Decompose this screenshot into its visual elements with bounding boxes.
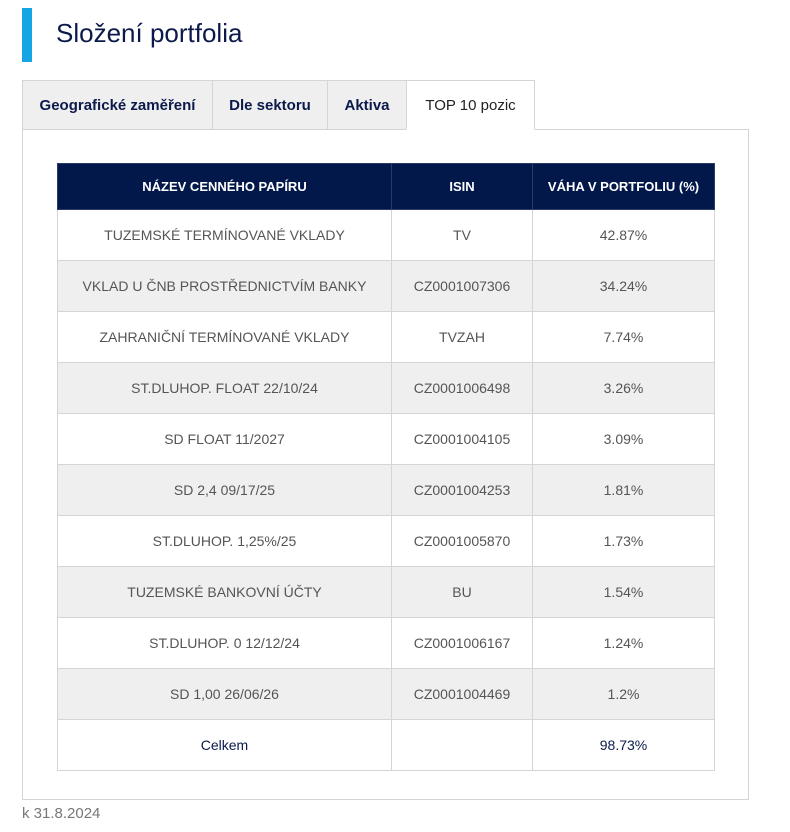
tab-assets[interactable]: Aktiva bbox=[327, 80, 406, 130]
total-name: Celkem bbox=[57, 719, 392, 771]
cell-weight: 3.26% bbox=[532, 362, 715, 414]
cell-isin: CZ0001006498 bbox=[391, 362, 533, 414]
tab-bar: Geografické zaměření Dle sektoru Aktiva … bbox=[22, 80, 535, 130]
cell-weight: 42.87% bbox=[532, 209, 715, 261]
cell-weight: 1.24% bbox=[532, 617, 715, 669]
cell-isin: CZ0001004253 bbox=[391, 464, 533, 516]
cell-name: VKLAD U ČNB PROSTŘEDNICTVÍM BANKY bbox=[57, 260, 392, 312]
cell-isin: BU bbox=[391, 566, 533, 618]
cell-name: ST.DLUHOP. 0 12/12/24 bbox=[57, 617, 392, 669]
cell-weight: 1.2% bbox=[532, 668, 715, 720]
as-of-date: k 31.8.2024 bbox=[22, 805, 101, 822]
total-isin bbox=[391, 719, 533, 771]
tab-panel bbox=[22, 129, 749, 800]
cell-name: SD 1,00 26/06/26 bbox=[57, 668, 392, 720]
table-row: ST.DLUHOP. 0 12/12/24 CZ0001006167 1.24% bbox=[57, 617, 715, 669]
cell-isin: CZ0001004469 bbox=[391, 668, 533, 720]
cell-weight: 34.24% bbox=[532, 260, 715, 312]
cell-name: TUZEMSKÉ TERMÍNOVANÉ VKLADY bbox=[57, 209, 392, 261]
header-weight: VÁHA V PORTFOLIU (%) bbox=[532, 163, 715, 210]
cell-name: ZAHRANIČNÍ TERMÍNOVANÉ VKLADY bbox=[57, 311, 392, 363]
table-row: ZAHRANIČNÍ TERMÍNOVANÉ VKLADY TVZAH 7.74% bbox=[57, 311, 715, 363]
cell-weight: 1.54% bbox=[532, 566, 715, 618]
tab-top10[interactable]: TOP 10 pozic bbox=[406, 80, 535, 130]
table-row: SD 2,4 09/17/25 CZ0001004253 1.81% bbox=[57, 464, 715, 516]
cell-isin: CZ0001006167 bbox=[391, 617, 533, 669]
title-accent-bar bbox=[22, 8, 32, 62]
total-weight: 98.73% bbox=[532, 719, 715, 771]
table-row: SD 1,00 26/06/26 CZ0001004469 1.2% bbox=[57, 668, 715, 720]
header-name: NÁZEV CENNÉHO PAPÍRU bbox=[57, 163, 392, 210]
cell-isin: CZ0001005870 bbox=[391, 515, 533, 567]
cell-name: ST.DLUHOP. 1,25%/25 bbox=[57, 515, 392, 567]
cell-weight: 1.81% bbox=[532, 464, 715, 516]
tab-sector[interactable]: Dle sektoru bbox=[212, 80, 327, 130]
table-row: ST.DLUHOP. 1,25%/25 CZ0001005870 1.73% bbox=[57, 515, 715, 567]
cell-weight: 1.73% bbox=[532, 515, 715, 567]
header-isin: ISIN bbox=[391, 163, 533, 210]
cell-isin: TVZAH bbox=[391, 311, 533, 363]
cell-name: SD 2,4 09/17/25 bbox=[57, 464, 392, 516]
table-row: TUZEMSKÉ BANKOVNÍ ÚČTY BU 1.54% bbox=[57, 566, 715, 618]
cell-isin: CZ0001007306 bbox=[391, 260, 533, 312]
cell-isin: TV bbox=[391, 209, 533, 261]
cell-weight: 7.74% bbox=[532, 311, 715, 363]
table-row: ST.DLUHOP. FLOAT 22/10/24 CZ0001006498 3.2… bbox=[57, 362, 715, 414]
page-title: Složení portfolia bbox=[56, 18, 243, 48]
cell-isin: CZ0001004105 bbox=[391, 413, 533, 465]
top10-table: NÁZEV CENNÉHO PAPÍRU ISIN VÁHA V PORTFOL… bbox=[57, 163, 715, 771]
table-header: NÁZEV CENNÉHO PAPÍRU ISIN VÁHA V PORTFOL… bbox=[57, 163, 715, 210]
table-row: SD FLOAT 11/2027 CZ0001004105 3.09% bbox=[57, 413, 715, 465]
cell-name: TUZEMSKÉ BANKOVNÍ ÚČTY bbox=[57, 566, 392, 618]
cell-weight: 3.09% bbox=[532, 413, 715, 465]
table-row: VKLAD U ČNB PROSTŘEDNICTVÍM BANKY CZ00010… bbox=[57, 260, 715, 312]
table-row: TUZEMSKÉ TERMÍNOVANÉ VKLADY TV 42.87% bbox=[57, 209, 715, 261]
cell-name: ST.DLUHOP. FLOAT 22/10/24 bbox=[57, 362, 392, 414]
tab-geographic[interactable]: Geografické zaměření bbox=[22, 80, 212, 130]
cell-name: SD FLOAT 11/2027 bbox=[57, 413, 392, 465]
total-row: Celkem 98.73% bbox=[57, 719, 715, 771]
